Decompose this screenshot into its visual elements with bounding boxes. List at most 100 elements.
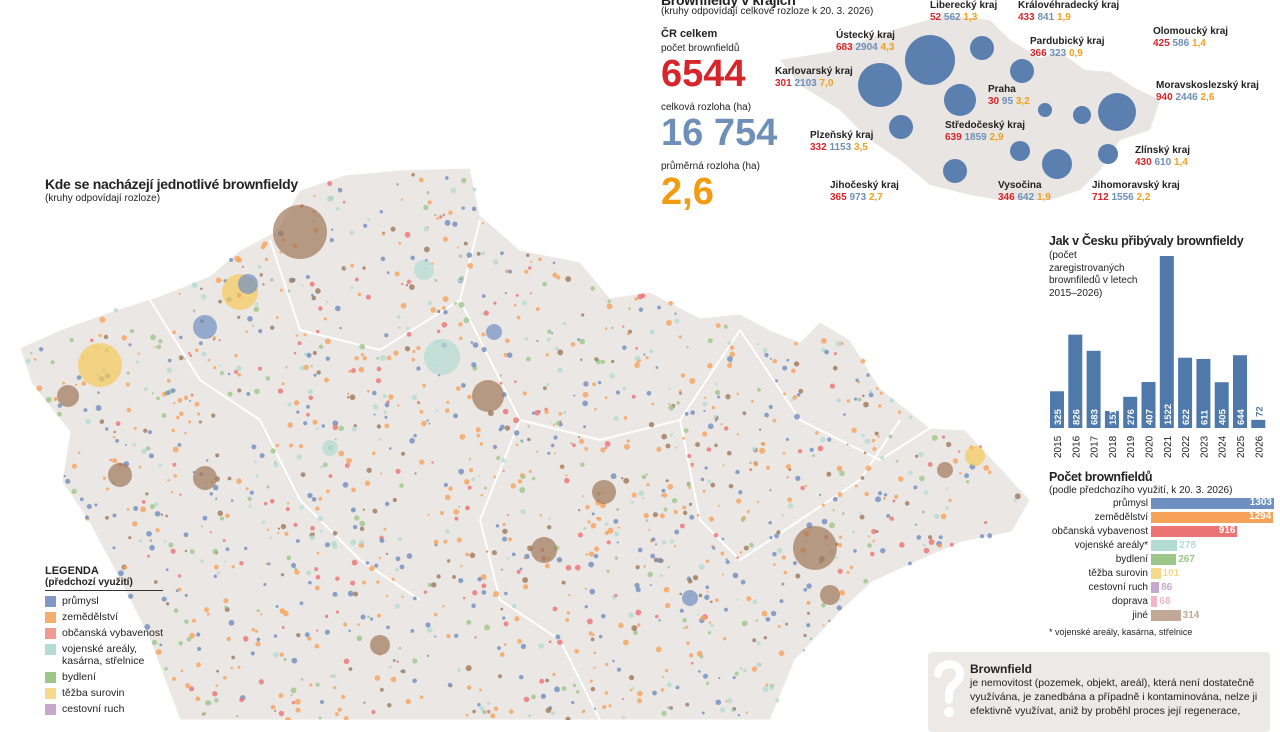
brownfield-dot [286, 555, 292, 561]
brownfield-dot [284, 531, 289, 536]
brownfield-dot [467, 485, 472, 490]
brownfield-dot [416, 401, 421, 405]
brownfield-dot [179, 411, 184, 416]
brownfield-dot [365, 561, 370, 565]
brownfield-dot [654, 543, 658, 546]
brownfield-dot [712, 546, 716, 550]
brownfield-dot [200, 559, 205, 563]
brownfield-dot [802, 649, 805, 652]
brownfield-dot [674, 312, 677, 315]
brownfield-dot [497, 646, 501, 650]
usage-footnote: * vojenské areály, kasárna, střelnice [1049, 627, 1193, 637]
count-label: počet brownfieldů [661, 43, 740, 54]
usage-bar-row: průmysl 1303 [1045, 497, 1274, 511]
brownfield-dot [318, 344, 324, 349]
brownfield-dot [646, 483, 650, 487]
region-circle [1073, 106, 1091, 124]
usage-category: občanská vybavenost [1051, 525, 1148, 537]
brownfield-dot [660, 688, 665, 692]
totals-heading: ČR celkem [661, 28, 718, 40]
brownfield-definition-box: Brownfield je nemovitost (pozemek, objek… [928, 652, 1270, 732]
region-name: Karlovarský kraj [775, 66, 853, 77]
legend-swatch [45, 672, 56, 683]
brownfield-dot [684, 411, 689, 416]
brownfield-dot [387, 702, 392, 708]
brownfield-dot [897, 410, 902, 414]
brownfield-dot [880, 548, 886, 554]
brownfield-dot [502, 536, 508, 542]
bar-value-label: 276 [1126, 409, 1137, 425]
brownfield-dot [753, 461, 759, 467]
brownfield-dot [502, 528, 508, 535]
brownfield-dot [713, 532, 719, 538]
brownfield-dot [441, 306, 446, 311]
brownfield-dot [561, 580, 566, 585]
brownfield-dot [384, 501, 390, 507]
region-label: Liberecký kraj 52 562 1,3 [930, 0, 997, 24]
brownfield-dot [394, 603, 400, 609]
brownfield-dot [359, 526, 365, 532]
brownfield-dot [615, 390, 621, 395]
brownfield-dot [262, 520, 266, 524]
brownfield-dot [580, 358, 583, 361]
brownfield-dot [190, 393, 194, 397]
brownfield-dot [499, 652, 505, 657]
brownfield-dot [231, 565, 235, 569]
brownfield-dot [658, 619, 661, 622]
brownfield-dot [390, 676, 397, 683]
brownfield-dot [708, 621, 712, 624]
brownfield-dot [45, 396, 52, 403]
brownfield-dot [85, 418, 91, 425]
brownfield-dot [384, 402, 390, 408]
region-avg: 1,3 [963, 12, 978, 23]
brownfield-dot [441, 322, 448, 328]
brownfield-dot [359, 343, 366, 350]
brownfield-dot [604, 441, 611, 447]
brownfield-dot [711, 405, 716, 410]
brownfield-dot [621, 477, 624, 480]
brownfield-dot [964, 473, 970, 479]
brownfield-dot [363, 223, 368, 228]
brownfield-dot [803, 633, 807, 638]
brownfield-dot [559, 464, 565, 470]
brownfield-dot [665, 443, 671, 449]
brownfield-dot [316, 629, 319, 632]
brownfield-dot [443, 482, 448, 488]
brownfield-dot [362, 266, 366, 270]
brownfield-dot [669, 433, 673, 437]
brownfield-dot [616, 541, 619, 544]
bar-value-label: 72 [1254, 406, 1265, 417]
usage-category: doprava [1111, 595, 1148, 607]
brownfield-dot [809, 447, 814, 452]
brownfield-dot [132, 521, 138, 527]
brownfield-dot [243, 546, 248, 551]
brownfield-dot [500, 251, 504, 256]
brownfield-dot [875, 496, 882, 503]
brownfield-dot [426, 226, 430, 229]
brownfield-dot [718, 677, 721, 680]
brownfield-dot [635, 609, 642, 616]
brownfield-dot [414, 472, 417, 475]
brownfield-dot [218, 339, 221, 342]
brownfield-dot [752, 638, 757, 643]
brownfield-dot [466, 252, 473, 258]
brownfield-dot [655, 646, 662, 653]
brownfield-dot [557, 639, 563, 646]
brownfield-dot [710, 623, 714, 628]
brownfield-dot [198, 341, 203, 346]
brownfield-dot [682, 510, 688, 516]
brownfield-dot [782, 620, 786, 623]
region-avg: 4,3 [880, 42, 895, 53]
brownfield-dot [227, 372, 231, 376]
brownfield-dot [294, 698, 301, 705]
region-count: 639 [945, 132, 962, 143]
brownfield-dot [645, 473, 649, 476]
brownfield-dot [155, 528, 160, 533]
brownfield-dot [552, 261, 556, 265]
brownfield-dot [454, 301, 457, 305]
large-brownfield-circle [193, 466, 217, 490]
brownfield-dot [257, 366, 263, 371]
brownfield-dot [637, 547, 643, 553]
region-area: 2904 [855, 42, 878, 53]
